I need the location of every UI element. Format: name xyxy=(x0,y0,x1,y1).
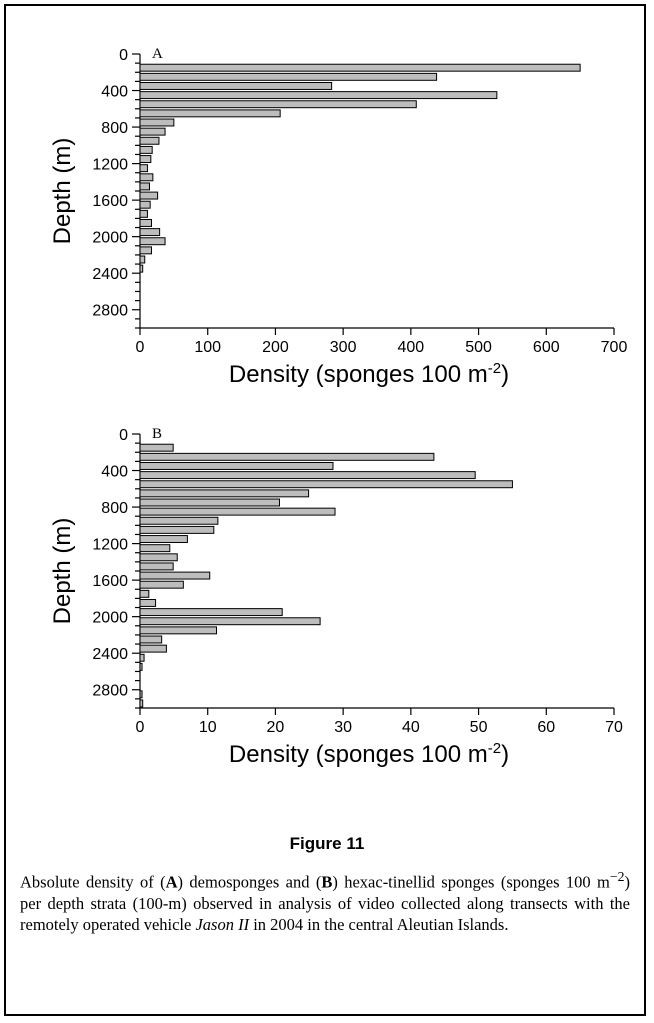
x-tick-label: 30 xyxy=(334,719,352,736)
bar xyxy=(139,662,143,671)
bar xyxy=(139,264,144,273)
x-tick-label: 0 xyxy=(136,719,145,736)
figure-title: Figure 11 xyxy=(289,834,365,853)
bar xyxy=(139,626,218,635)
chart-a: 0 400 800 1200 1600 2000 2400 2800 0 100 200 300 400… xyxy=(49,46,628,388)
y-axis-title: Depth (m) xyxy=(49,138,76,245)
bar xyxy=(139,507,336,516)
bar xyxy=(139,544,171,553)
bar xyxy=(139,173,154,182)
bar xyxy=(139,589,150,598)
y-tick-label: 0 xyxy=(119,47,128,64)
bar xyxy=(139,553,178,562)
bar xyxy=(139,690,143,699)
y-tick-label: 2000 xyxy=(92,230,128,247)
bar xyxy=(139,218,153,227)
bar xyxy=(139,516,219,525)
x-tick-label: 100 xyxy=(194,339,221,356)
y-tick-label: 2400 xyxy=(92,266,128,283)
x-tick-label: 10 xyxy=(199,719,217,736)
bar xyxy=(139,72,438,81)
y-tick-label: 1600 xyxy=(92,573,128,590)
chart-b: 0 400 800 1200 1600 2000 2400 2800 0 10 20 30 40 50 60… xyxy=(49,426,623,768)
bar xyxy=(139,237,166,246)
bar xyxy=(139,81,333,90)
x-tick-label: 70 xyxy=(605,719,623,736)
bar xyxy=(139,136,160,145)
y-tick-label: 1600 xyxy=(92,193,128,210)
bar xyxy=(139,535,188,544)
figure-caption: Absolute density of (A) demosponges and … xyxy=(20,869,630,934)
bar xyxy=(139,255,146,264)
bar xyxy=(139,155,152,164)
bar xyxy=(139,443,174,452)
x-tick-label: 0 xyxy=(136,339,145,356)
bar xyxy=(139,145,153,154)
bar xyxy=(139,653,145,662)
figure-frame: 0 400 800 1200 1600 2000 2400 2800 0 100 200 300 400… xyxy=(4,4,646,1016)
bar xyxy=(139,100,417,109)
bar xyxy=(139,191,159,200)
bar xyxy=(139,598,157,607)
bar xyxy=(139,608,283,617)
bar xyxy=(139,699,144,708)
bar xyxy=(139,200,151,209)
bar xyxy=(139,127,166,136)
bar xyxy=(139,209,148,218)
bar xyxy=(139,644,167,653)
x-tick-label: 50 xyxy=(470,719,488,736)
bar xyxy=(139,562,174,571)
x-tick-label: 600 xyxy=(533,339,560,356)
bar xyxy=(139,109,281,118)
x-tick-label: 40 xyxy=(402,719,420,736)
bar xyxy=(139,228,161,237)
y-tick-label: 2400 xyxy=(92,646,128,663)
bar xyxy=(139,461,334,470)
x-tick-label: 700 xyxy=(601,339,628,356)
panel-letter: A xyxy=(152,46,163,62)
y-tick-label: 0 xyxy=(119,427,128,444)
bar xyxy=(139,635,163,644)
bar xyxy=(139,580,184,589)
bar xyxy=(139,91,498,100)
x-tick-label: 60 xyxy=(537,719,555,736)
x-tick-label: 20 xyxy=(267,719,285,736)
bar xyxy=(139,118,175,127)
bar xyxy=(139,617,321,626)
bar xyxy=(139,63,581,72)
bar xyxy=(139,571,211,580)
y-tick-label: 2800 xyxy=(92,303,128,320)
y-tick-label: 800 xyxy=(101,500,128,517)
bar xyxy=(139,480,513,489)
y-tick-label: 2800 xyxy=(92,683,128,700)
bar xyxy=(139,452,435,461)
bar xyxy=(139,164,148,173)
bar xyxy=(139,471,476,480)
x-tick-label: 500 xyxy=(465,339,492,356)
y-tick-label: 1200 xyxy=(92,157,128,174)
y-tick-label: 400 xyxy=(101,464,128,481)
y-tick-label: 400 xyxy=(101,84,128,101)
x-axis-title: Density (sponges 100 m-2) xyxy=(229,360,509,388)
x-tick-label: 200 xyxy=(262,339,289,356)
y-tick-label: 1200 xyxy=(92,537,128,554)
y-tick-label: 2000 xyxy=(92,610,128,627)
y-tick-label: 800 xyxy=(101,120,128,137)
y-axis-title: Depth (m) xyxy=(49,518,76,625)
bar xyxy=(139,489,310,498)
x-axis-title: Density (sponges 100 m-2) xyxy=(229,740,509,768)
bar xyxy=(139,525,215,534)
bar xyxy=(139,498,280,507)
x-tick-label: 400 xyxy=(398,339,425,356)
bar xyxy=(139,246,153,255)
panel-letter: B xyxy=(152,426,162,442)
bar xyxy=(139,182,150,191)
x-tick-label: 300 xyxy=(330,339,357,356)
